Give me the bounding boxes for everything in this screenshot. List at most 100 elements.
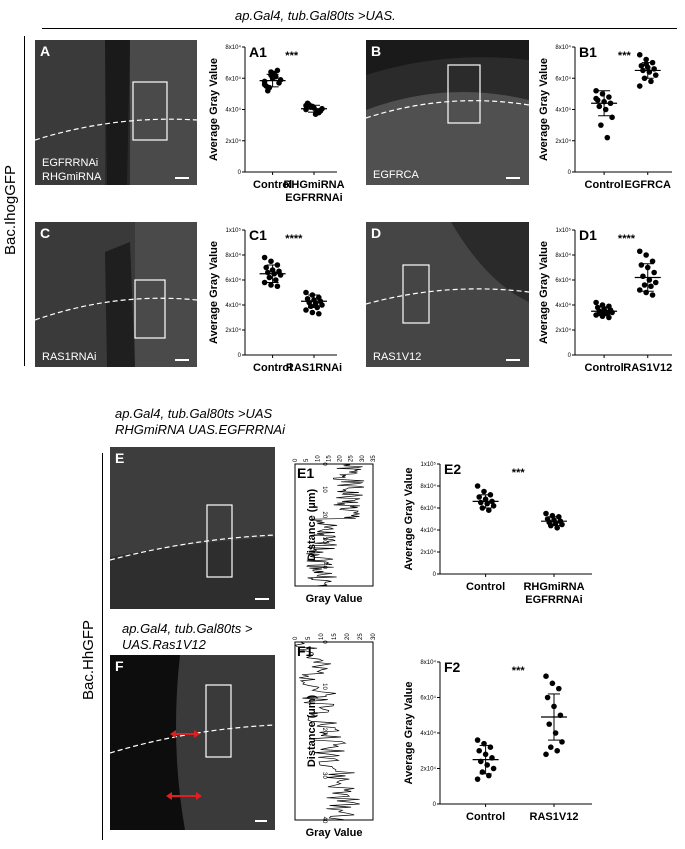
- data-point: [490, 765, 497, 772]
- x-tick-label: 5: [306, 636, 312, 640]
- chart-panel-label: E2: [444, 461, 461, 477]
- x-tick-label: 15: [326, 455, 332, 462]
- data-point: [261, 279, 268, 286]
- y-axis-label: Average Gray Value: [403, 682, 415, 785]
- panel-label-d: D: [371, 225, 382, 241]
- data-point: [636, 52, 643, 58]
- micrograph-d: D RAS1V12: [366, 222, 529, 367]
- data-point: [273, 277, 279, 283]
- x-axis-label: Gray Value: [306, 827, 363, 839]
- y-axis-label: Average Gray Value: [538, 241, 550, 344]
- data-point: [474, 776, 481, 782]
- data-point: [474, 737, 481, 743]
- micrograph-f: F: [110, 655, 275, 830]
- chart-panel-label: E1: [297, 465, 314, 481]
- data-point: [546, 721, 552, 727]
- x-category-label: Control: [253, 179, 292, 191]
- data-point: [277, 77, 284, 83]
- x-category-label: RHGmiRNA EGFRRNAi: [523, 581, 584, 606]
- data-point: [609, 309, 615, 316]
- data-point: [548, 744, 554, 750]
- data-point: [543, 510, 549, 517]
- y-tick-label: 10: [321, 683, 327, 690]
- data-point: [490, 503, 497, 509]
- x-tick-label: 25: [349, 455, 355, 462]
- y-tick-label: 8x10⁴: [420, 659, 436, 666]
- y-tick-label: 1x10⁵: [226, 227, 242, 234]
- header-rule: [42, 28, 677, 29]
- panel-label-e: E: [115, 450, 125, 466]
- y-tick-label: 6x10⁴: [555, 277, 571, 284]
- y-tick-label: 10: [321, 486, 327, 493]
- x-tick-label: 25: [358, 633, 364, 640]
- x-category-label: EGFRCA: [625, 179, 672, 191]
- condition-c-1: RAS1RNAi: [42, 351, 97, 363]
- y-tick-label: 4x10⁴: [555, 302, 571, 309]
- y-tick-label: 0: [433, 802, 437, 808]
- red-arrow-upper: [170, 730, 200, 738]
- y-tick-label: 6x10⁴: [225, 277, 241, 284]
- micrograph-e-image: [110, 447, 275, 609]
- x-tick-label: 35: [371, 455, 377, 462]
- data-point: [263, 264, 269, 271]
- intensity-profile-line: [306, 463, 365, 587]
- data-point: [266, 84, 273, 91]
- y-axis-label: Average Gray Value: [538, 58, 550, 161]
- data-point: [559, 521, 565, 528]
- data-point: [543, 751, 549, 758]
- data-point: [604, 134, 611, 141]
- x-category-label: Control: [253, 362, 292, 374]
- data-point: [308, 303, 314, 310]
- y-axis-label: Distance (µm): [306, 694, 318, 767]
- y-tick-label: 4x10⁴: [555, 107, 571, 114]
- y-tick-label: 6x10⁴: [225, 75, 241, 82]
- x-tick-label: 10: [315, 455, 321, 462]
- y-tick-label: 2x10⁴: [555, 138, 571, 145]
- y-tick-label: 8x10⁴: [225, 252, 241, 259]
- y-tick-label: 4x10⁴: [225, 107, 241, 114]
- micrograph-a: A EGFRRNAi RHGmiRNA: [35, 40, 197, 185]
- y-tick-label: 0: [238, 353, 242, 359]
- y-axis-label: Average Gray Value: [403, 468, 415, 571]
- y-tick-label: 4x10⁴: [420, 730, 436, 737]
- y-tick-label: 0: [238, 170, 242, 176]
- data-point: [486, 507, 492, 513]
- data-point: [598, 122, 604, 128]
- data-point: [606, 94, 612, 100]
- micrograph-b-image: [366, 40, 529, 185]
- side-label-top: Bac.IhogGFP: [2, 164, 19, 255]
- data-point: [638, 62, 645, 69]
- data-point: [268, 282, 274, 288]
- header-f: ap.Gal4, tub.Gal80ts > UAS.Ras1V12: [122, 621, 253, 652]
- panel-label-c: C: [40, 225, 51, 241]
- intensity-profile-line: [294, 641, 360, 820]
- data-point: [643, 252, 649, 258]
- data-point: [638, 262, 645, 268]
- data-point: [474, 483, 481, 489]
- data-point: [652, 279, 659, 286]
- y-tick-label: 4x10⁴: [420, 527, 436, 534]
- figure-header-top: ap.Gal4, tub.Gal80ts >UAS.: [235, 8, 396, 23]
- data-point: [596, 103, 603, 110]
- data-point: [554, 525, 560, 531]
- y-tick-label: 0: [433, 572, 437, 578]
- data-point: [651, 269, 657, 276]
- y-tick-label: 6x10⁴: [420, 695, 436, 702]
- y-tick-label: 0: [321, 640, 327, 644]
- significance-marker: ****: [285, 233, 303, 245]
- side-bracket-bottom: [102, 453, 103, 840]
- data-point: [265, 269, 271, 276]
- data-point: [554, 747, 560, 754]
- y-tick-label: 8x10⁴: [555, 44, 571, 51]
- y-tick-label: 8x10⁴: [420, 483, 436, 490]
- y-tick-label: 0: [568, 353, 572, 359]
- chart-panel-label: C1: [249, 227, 267, 243]
- data-point: [303, 289, 309, 296]
- x-category-label: RAS1RNAi: [286, 362, 342, 374]
- side-bracket-top: [24, 36, 25, 366]
- data-point: [261, 254, 268, 261]
- chart-b1: 0 2x10⁴ 4x10⁴ 6x10⁴ 8x10⁴ Average Gray Value B…: [535, 35, 680, 210]
- significance-marker: ***: [512, 467, 526, 479]
- data-point: [266, 274, 273, 281]
- y-tick-label: 2x10⁴: [225, 138, 241, 145]
